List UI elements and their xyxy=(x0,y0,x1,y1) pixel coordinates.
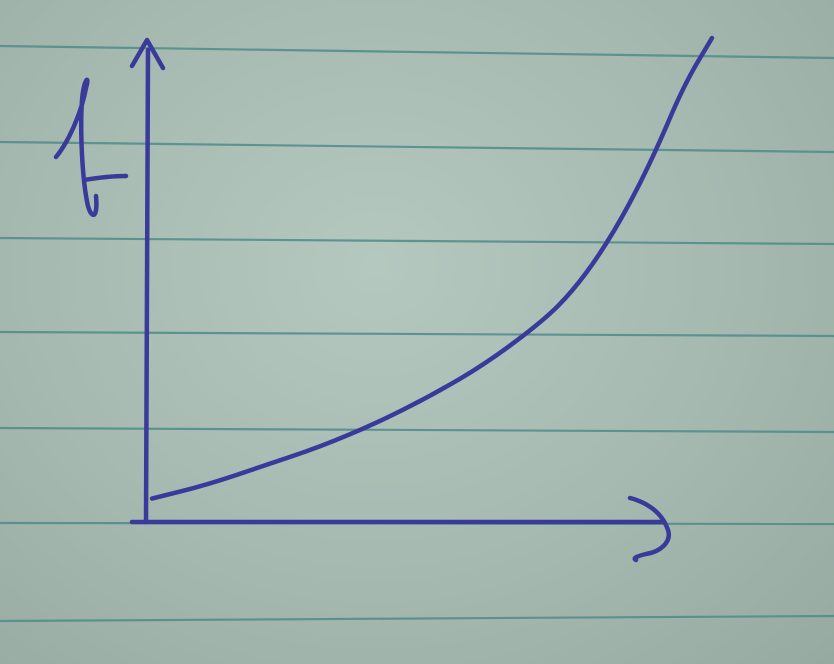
y-axis-label-glyph xyxy=(53,77,129,218)
series-line xyxy=(149,35,715,501)
ruled-line xyxy=(0,614,834,623)
ruled-line xyxy=(0,236,834,246)
axis-labels: f s xyxy=(53,77,672,563)
ruled-line xyxy=(0,140,834,154)
ruled-line xyxy=(0,44,834,60)
axes xyxy=(129,37,667,525)
y-axis-arrowhead xyxy=(129,37,166,71)
ruled-lines xyxy=(0,44,834,623)
y-axis xyxy=(143,47,151,525)
plot-area xyxy=(149,35,715,501)
ruled-line xyxy=(0,426,834,434)
x-axis-label-glyph xyxy=(627,495,672,563)
ruled-line xyxy=(0,330,834,338)
